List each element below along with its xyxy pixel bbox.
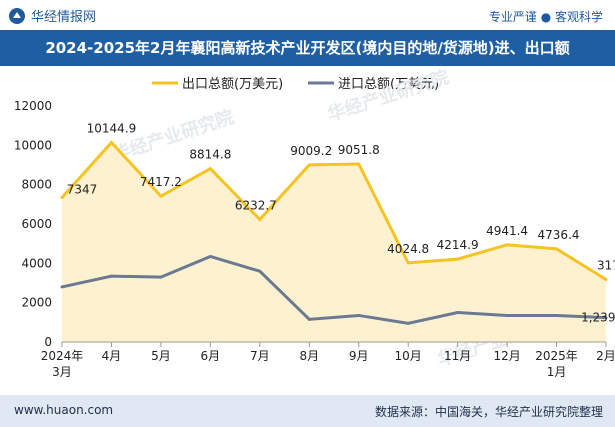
data-label-export: 6232.7 [235, 198, 277, 212]
data-point-import[interactable] [357, 313, 361, 317]
data-label-export: 4941.4 [486, 224, 528, 238]
x-tick-label: 2025年 [535, 349, 578, 363]
tagline: 专业严谨 ● 客观科学 [488, 10, 603, 24]
data-label-export: 4736.4 [538, 228, 580, 242]
x-tick-label: 5月 [151, 349, 171, 363]
export-area [62, 142, 606, 342]
data-point-export[interactable] [357, 162, 361, 166]
footer-source: 数据来源：中国海关，华经产业研究院整理 [374, 405, 603, 419]
data-point-import[interactable] [555, 313, 559, 317]
brand-name: 华经情报网 [31, 10, 97, 25]
data-point-import[interactable] [109, 274, 113, 278]
data-point-import[interactable] [208, 254, 212, 258]
series-lines [60, 140, 608, 325]
data-point-import[interactable] [406, 321, 410, 325]
y-tick-label: 0 [44, 335, 52, 349]
data-labels: 7347 10144.9 7417.2 8814.8 6232.7 9009.2 9051.… [67, 121, 615, 324]
top-bar: 华经情报网 专业严谨 ● 客观科学 [0, 0, 615, 30]
data-label-import: 1,239.4 [581, 311, 615, 325]
chart-title: 2024-2025年2月年襄阳高新技术产业开发区(境内目的地/货源地)进、出口额 [45, 39, 570, 57]
data-point-import[interactable] [307, 317, 311, 321]
data-point-import[interactable] [604, 316, 608, 320]
export-area-fill [62, 142, 606, 342]
data-label-export: 3176.2 [597, 259, 615, 273]
y-tick-label: 6000 [21, 217, 52, 231]
y-tick-label: 12000 [14, 99, 52, 113]
x-tick-label: 2月 [596, 349, 615, 363]
legend: 出口总额(万美元) 进口总额(万美元) [152, 77, 439, 92]
brand[interactable]: 华经情报网 [8, 6, 96, 25]
data-point-export[interactable] [456, 257, 460, 261]
data-point-export[interactable] [505, 243, 509, 247]
data-point-import[interactable] [159, 275, 163, 279]
data-label-export: 7347 [67, 183, 98, 197]
x-tick-label: 8月 [299, 349, 319, 363]
x-tick-label: 7月 [250, 349, 270, 363]
x-tick-label-line2: 3月 [52, 365, 72, 379]
data-label-export: 9009.2 [290, 144, 332, 158]
x-tick-label-line2: 1月 [547, 365, 567, 379]
legend-label-import[interactable]: 进口总额(万美元) [338, 77, 439, 92]
x-tick-label: 9月 [349, 349, 369, 363]
data-point-import[interactable] [505, 313, 509, 317]
footer: www.huaon.com 数据来源：中国海关，华经产业研究院整理 [0, 395, 615, 427]
y-tick-label: 2000 [21, 296, 52, 310]
data-point-export[interactable] [159, 194, 163, 198]
x-tick-label: 6月 [201, 349, 221, 363]
chart: 出口总额(万美元)进口总额(万美元) 华经产业研究院华经产业研究院华经产业研究院… [14, 66, 615, 379]
x-tick-label: 2024年 [41, 349, 84, 363]
data-point-import[interactable] [258, 269, 262, 273]
data-point-export[interactable] [604, 278, 608, 282]
x-tick-label: 12月 [493, 349, 520, 363]
data-point-export[interactable] [307, 163, 311, 167]
watermark-text: 华经产业研究院 [325, 66, 452, 126]
x-tick-label: 11月 [444, 349, 471, 363]
y-tick-label: 10000 [14, 138, 52, 152]
y-tick-label: 4000 [21, 256, 52, 270]
data-label-export: 9051.8 [338, 143, 380, 157]
x-axis: 2024年 3月 4月 5月 6月 7月 8月 9月 10月 11月 12月 2025年 1月 2月 [41, 341, 615, 379]
series-line-import[interactable] [61, 254, 607, 325]
data-point-export[interactable] [208, 167, 212, 171]
data-point-export[interactable] [109, 140, 113, 144]
data-point-export[interactable] [258, 217, 262, 221]
data-label-export: 4214.9 [437, 238, 479, 252]
x-tick-label: 4月 [102, 349, 122, 363]
x-tick-label: 10月 [395, 349, 422, 363]
data-label-export: 7417.2 [140, 175, 182, 189]
data-label-export: 4024.8 [387, 242, 429, 256]
data-point-export[interactable] [406, 261, 410, 265]
footer-url[interactable]: www.huaon.com [14, 403, 114, 417]
brand-logo-icon [9, 7, 25, 24]
y-axis: 0 2000 4000 6000 8000 10000 12000 [14, 99, 52, 349]
data-point-export[interactable] [555, 247, 559, 251]
data-point-export[interactable] [60, 196, 64, 200]
title-bar: 2024-2025年2月年襄阳高新技术产业开发区(境内目的地/货源地)进、出口额 [0, 30, 615, 66]
data-label-export: 8814.8 [189, 148, 231, 162]
data-point-import[interactable] [60, 285, 64, 289]
legend-label-export[interactable]: 出口总额(万美元) [182, 77, 283, 92]
series-line-export[interactable] [60, 140, 607, 281]
data-point-import[interactable] [456, 311, 460, 314]
data-label-export: 10144.9 [87, 121, 137, 135]
y-tick-label: 8000 [21, 178, 52, 192]
